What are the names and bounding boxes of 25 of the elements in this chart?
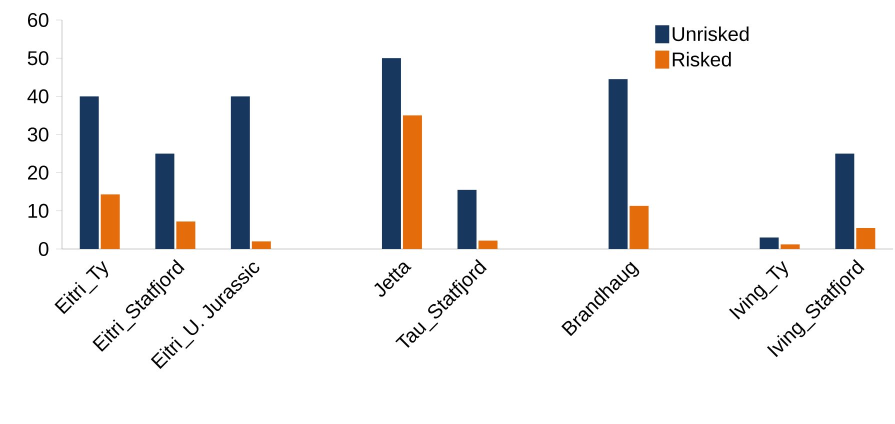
bar <box>856 228 876 249</box>
bar <box>155 154 174 249</box>
bar <box>780 244 800 249</box>
y-tick-label: 50 <box>28 51 48 66</box>
bar <box>80 96 99 249</box>
bar <box>176 222 196 249</box>
bar <box>230 96 250 249</box>
y-tick-label: 0 <box>38 242 48 256</box>
bar <box>608 79 628 249</box>
y-tick-label: 40 <box>27 89 48 104</box>
legend-label: Risked <box>672 52 731 67</box>
y-tick-label: 60 <box>28 12 48 28</box>
bar <box>382 58 401 249</box>
bar <box>630 206 649 249</box>
y-tick-label: 20 <box>28 166 48 180</box>
bar <box>835 154 854 249</box>
y-tick-label: 10 <box>28 204 48 218</box>
bar <box>100 194 120 249</box>
bar <box>252 241 271 249</box>
bar <box>402 115 422 249</box>
legend-label: Unrisked <box>672 26 749 42</box>
bar <box>760 238 779 249</box>
y-tick-label: 30 <box>28 127 48 142</box>
bar <box>478 240 498 249</box>
bar <box>458 190 477 249</box>
